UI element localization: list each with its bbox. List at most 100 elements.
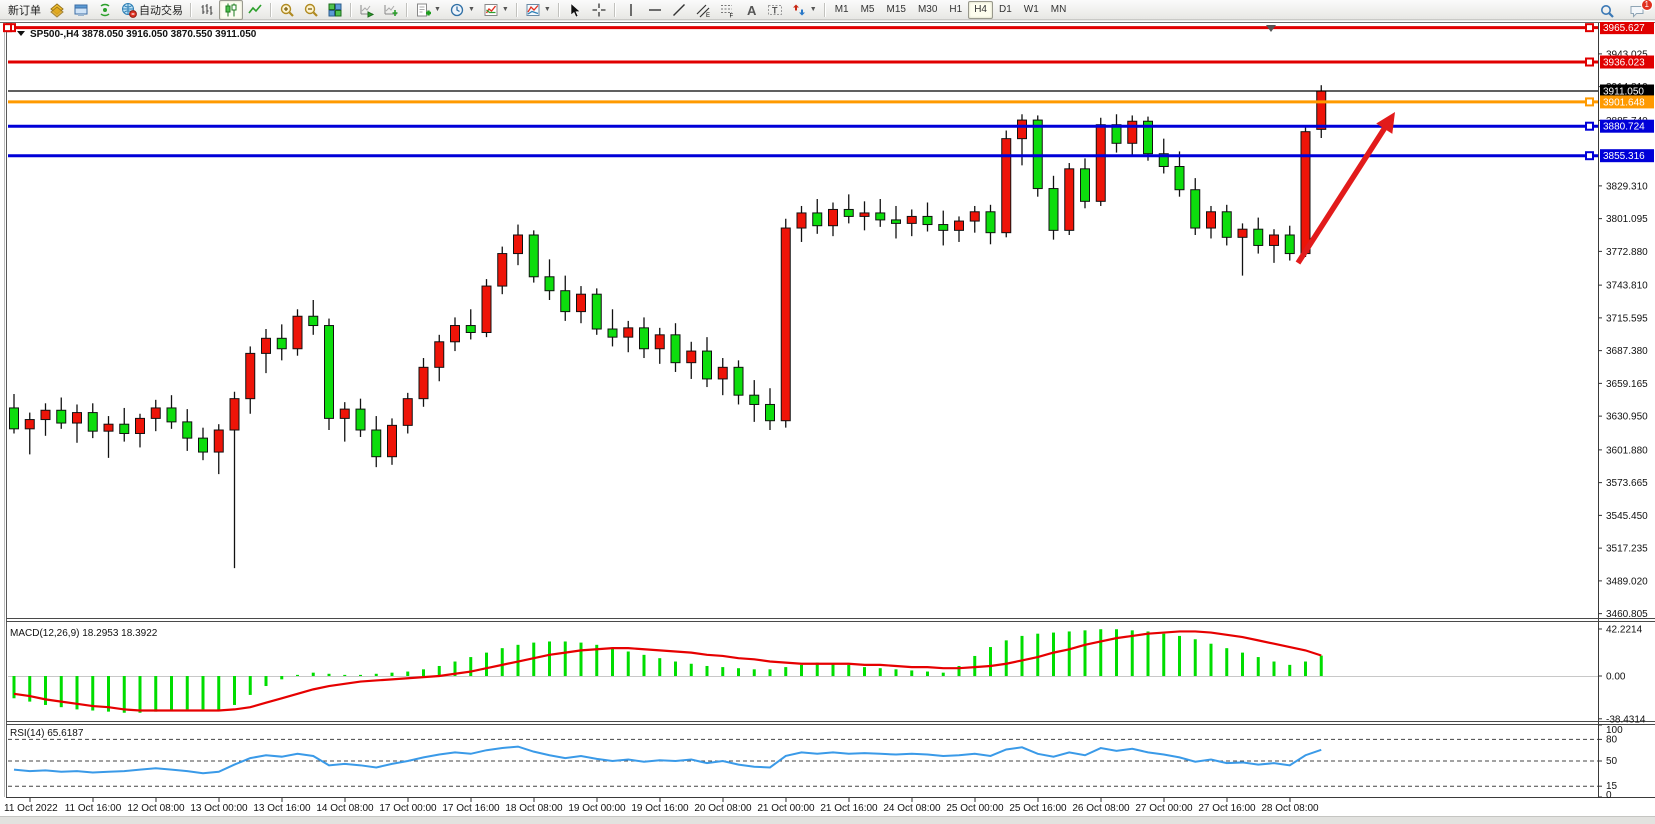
candle-body [450, 325, 460, 343]
candle-body [812, 212, 823, 227]
candle-body [544, 276, 555, 292]
timeframe-h4-button[interactable]: H4 [968, 0, 993, 19]
candle-body [780, 227, 791, 422]
vertical-line-icon [623, 2, 639, 18]
tile-windows-button[interactable] [323, 0, 347, 20]
timeframe-h1-button[interactable]: H1 [949, 4, 963, 15]
candle-body [717, 366, 728, 380]
candle-body [371, 429, 382, 458]
one-click-trading-toggle[interactable] [17, 31, 25, 36]
timeframe-w1-button[interactable]: W1 [1023, 4, 1039, 15]
price-tick-label: 3630.950 [1606, 412, 1648, 423]
line-chart-mode-button[interactable] [243, 0, 267, 20]
time-tick-label: 26 Oct 08:00 [1072, 803, 1130, 814]
timeframe-m30-button[interactable]: M30 [917, 4, 938, 15]
vertical-line-button[interactable] [619, 0, 643, 20]
auto-scroll-button[interactable] [355, 0, 379, 20]
candle-body [1158, 153, 1169, 168]
new-order-button[interactable]: 新订单 [2, 0, 45, 20]
toolbar-separator [190, 2, 192, 17]
tile-windows-icon [327, 2, 343, 18]
trend-arrow-head[interactable] [1376, 112, 1395, 134]
candle-body [1095, 124, 1106, 202]
candle-body [24, 419, 35, 430]
candle-body [891, 219, 901, 224]
line-right-handle[interactable] [1585, 23, 1594, 33]
text-label-icon: T [767, 2, 783, 18]
timeframe-d1-button[interactable]: D1 [999, 4, 1012, 15]
time-tick-label: 19 Oct 16:00 [631, 803, 689, 814]
signals-button[interactable] [93, 0, 117, 20]
candle-body [859, 212, 870, 217]
line-right-handle[interactable] [1585, 121, 1594, 131]
candle-body [922, 215, 933, 226]
market-watch-button[interactable] [45, 0, 69, 20]
time-tick-label: 25 Oct 00:00 [946, 803, 1004, 814]
candle-body [9, 407, 19, 430]
chart-shift-marker[interactable] [1266, 25, 1276, 32]
price-badge-label: 3855.316 [1603, 151, 1645, 162]
candle-body [576, 293, 586, 313]
chart-shift-button[interactable] [379, 0, 403, 20]
candle-body [623, 327, 634, 338]
indicators-button[interactable]: ▼ [521, 0, 555, 20]
equidistant-channel-button[interactable]: E [691, 0, 715, 20]
search-button[interactable] [1595, 1, 1619, 21]
line-right-handle[interactable] [1585, 97, 1594, 107]
horizontal-line-button[interactable] [643, 0, 667, 20]
new-chart-button[interactable]: ▼ [411, 0, 445, 20]
candle-body [355, 408, 366, 431]
chat-button[interactable]: 1 [1625, 0, 1653, 21]
templates-button[interactable]: ▼ [479, 0, 513, 20]
chart-canvas[interactable]: 3943.0253914.8103885.7403829.3103801.095… [0, 22, 1655, 816]
fibonacci-icon: F [719, 2, 735, 18]
zoom-in-icon [279, 2, 295, 18]
trendline-button[interactable] [667, 0, 691, 20]
arrows-button[interactable]: ▼ [787, 0, 821, 20]
candle-body [324, 325, 334, 419]
candlestick-mode-button[interactable] [219, 0, 243, 20]
auto-scroll-icon [359, 2, 375, 18]
time-tick-label: 27 Oct 16:00 [1198, 803, 1256, 814]
cursor-button[interactable] [563, 0, 587, 20]
indicators-icon [525, 2, 541, 18]
text-icon: A [743, 2, 759, 18]
fibonacci-button[interactable]: F [715, 0, 739, 20]
zoom-in-button[interactable] [275, 0, 299, 20]
price-badge-label: 3965.627 [1603, 23, 1645, 34]
templates-icon [483, 2, 499, 18]
candle-body [1174, 166, 1185, 191]
zoom-out-icon [303, 2, 319, 18]
candle-body [765, 403, 775, 422]
svg-text:A: A [747, 3, 757, 18]
timeframe-m5-button[interactable]: M5 [860, 4, 875, 15]
auto-trading-button[interactable]: 自动交易 [117, 0, 187, 20]
line-right-handle[interactable] [1585, 151, 1594, 161]
zoom-out-button[interactable] [299, 0, 323, 20]
line-left-handle[interactable] [3, 23, 12, 33]
bar-chart-mode-button[interactable] [195, 0, 219, 20]
time-tick-label: 14 Oct 08:00 [316, 803, 374, 814]
price-tick-label: 3687.380 [1606, 346, 1648, 357]
timeframe-m15-button[interactable]: M15 [886, 4, 906, 15]
toolbar-separator [557, 2, 560, 17]
candle-body [276, 337, 287, 350]
svg-text:F: F [729, 13, 733, 18]
chart-shift-icon [383, 2, 399, 18]
profiles-button[interactable]: ▼ [445, 0, 479, 20]
text-label-button[interactable]: T [763, 0, 787, 20]
price-tick-label: 3601.880 [1606, 445, 1648, 456]
chart-window: 3943.0253914.8103885.7403829.3103801.095… [0, 21, 1655, 816]
crosshair-button[interactable] [587, 0, 611, 20]
macd-axis-label: 0.00 [1606, 672, 1626, 683]
data-window-button[interactable] [69, 0, 93, 20]
price-badge-label: 3936.023 [1603, 58, 1645, 69]
trend-arrow-object[interactable] [1295, 122, 1390, 265]
timeframe-m1-button[interactable]: M1 [834, 4, 849, 15]
candle-body [528, 234, 539, 278]
candle-body [828, 208, 838, 227]
timeframe-mn-button[interactable]: MN [1050, 4, 1067, 15]
line-right-handle[interactable] [1585, 57, 1594, 67]
text-button[interactable]: A [739, 0, 763, 20]
auto-trading-button-label: 自动交易 [139, 4, 183, 17]
